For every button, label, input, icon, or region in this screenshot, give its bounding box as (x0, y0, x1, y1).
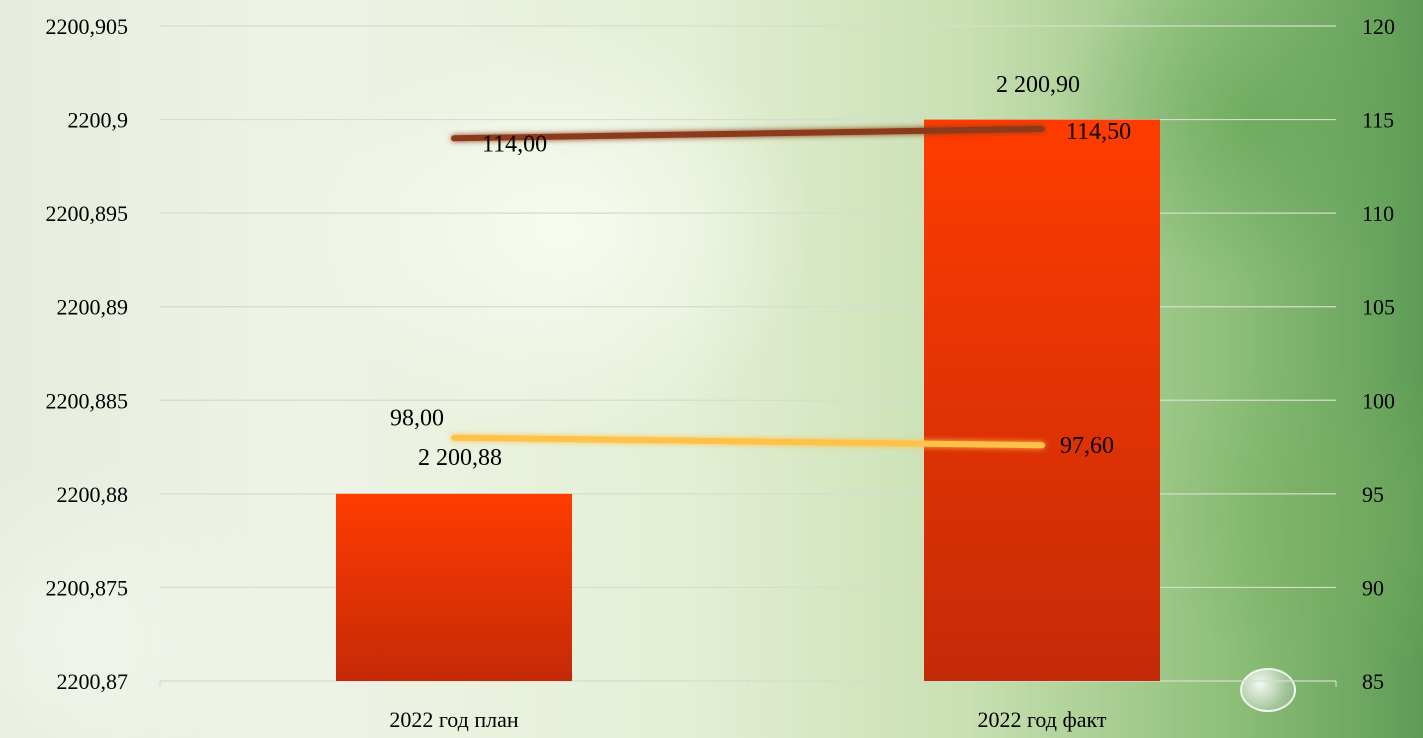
water-drop-decoration (1240, 668, 1296, 712)
y-left-tick-label: 2200,87 (57, 669, 129, 694)
line-data-label: 114,00 (482, 131, 547, 157)
y-right-tick-label: 120 (1362, 14, 1395, 39)
series-line (451, 125, 1045, 142)
bar (924, 119, 1160, 682)
bar-series (336, 119, 1160, 682)
y-right-tick-label: 95 (1362, 482, 1384, 507)
x-category-label: 2022 год факт (977, 707, 1106, 732)
bar-data-label: 2 200,90 (996, 72, 1080, 98)
y-left-tick-label: 2200,9 (68, 108, 129, 133)
y-left-tick-label: 2200,875 (46, 575, 129, 600)
y-right-tick-label: 110 (1362, 201, 1394, 226)
line-series (451, 125, 1045, 449)
y-axis-left: 2200,905 2200,9 2200,895 2200,89 2200,885 220… (46, 14, 129, 694)
bar-data-label: 2 200,88 (418, 445, 502, 471)
y-right-tick-label: 85 (1362, 669, 1384, 694)
y-right-tick-label: 115 (1362, 108, 1394, 133)
line-data-label: 98,00 (390, 406, 444, 432)
y-left-tick-label: 2200,895 (46, 201, 129, 226)
data-labels: 2 200,88 2 200,90 114,00 114,50 98,00 97,60 (390, 72, 1131, 471)
line-data-label: 97,60 (1060, 433, 1114, 459)
y-left-tick-label: 2200,905 (46, 14, 129, 39)
y-right-tick-label: 105 (1362, 295, 1395, 320)
x-category-label: 2022 год план (389, 707, 519, 732)
series-line (451, 434, 1045, 449)
bar (336, 493, 572, 681)
y-left-tick-label: 2200,88 (57, 482, 129, 507)
line-data-label: 114,50 (1066, 119, 1131, 145)
y-right-tick-label: 100 (1362, 388, 1395, 413)
y-left-tick-label: 2200,885 (46, 388, 129, 413)
y-axis-right: 120 115 110 105 100 95 90 85 (1362, 14, 1395, 694)
y-right-tick-label: 90 (1362, 575, 1384, 600)
x-axis: 2022 год план 2022 год факт (389, 707, 1107, 732)
y-left-tick-label: 2200,89 (57, 295, 129, 320)
